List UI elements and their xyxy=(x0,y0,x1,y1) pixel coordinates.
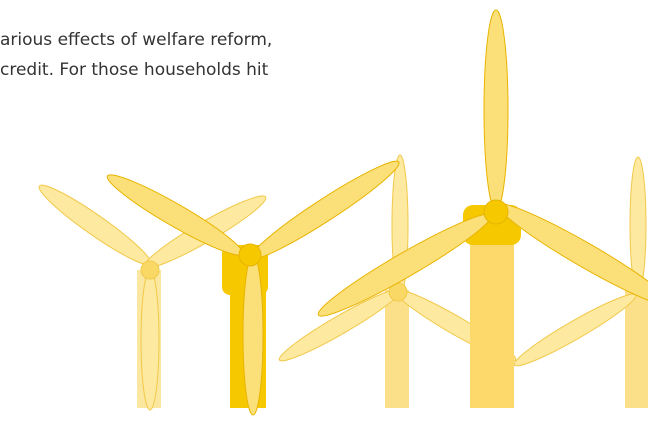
body-text-line: credit. For those households hit xyxy=(0,60,269,80)
body-text-line: arious effects of welfare reform, xyxy=(0,30,273,50)
